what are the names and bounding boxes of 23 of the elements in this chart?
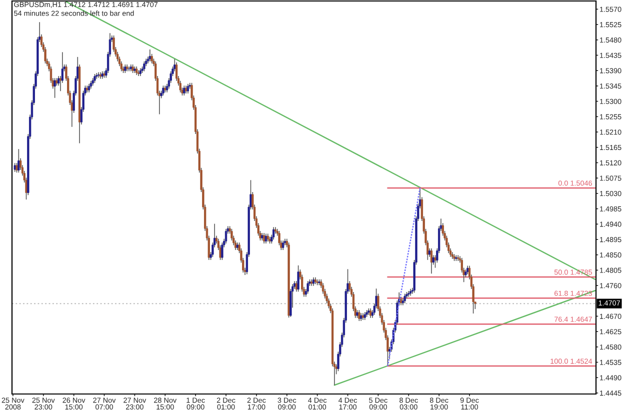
candlestick — [96, 72, 98, 80]
candlestick — [282, 240, 284, 250]
candlestick — [18, 148, 20, 174]
candlestick — [120, 60, 122, 72]
candlestick — [148, 49, 151, 62]
candlestick — [54, 78, 56, 98]
candlestick — [221, 242, 224, 260]
candlestick — [224, 228, 228, 244]
candlestick — [278, 230, 280, 246]
candlestick — [297, 264, 300, 292]
candlestick — [442, 222, 444, 236]
candlestick — [112, 35, 115, 52]
candlestick — [408, 290, 410, 298]
candlestick — [179, 80, 182, 93]
candlestick — [162, 85, 164, 96]
candlestick — [322, 282, 324, 294]
candlestick — [404, 293, 406, 304]
candlestick — [175, 62, 178, 82]
candlestick — [150, 53, 153, 64]
candlestick — [44, 46, 46, 64]
candlestick — [116, 51, 119, 62]
candlestick — [143, 60, 146, 72]
candlestick — [306, 280, 309, 294]
